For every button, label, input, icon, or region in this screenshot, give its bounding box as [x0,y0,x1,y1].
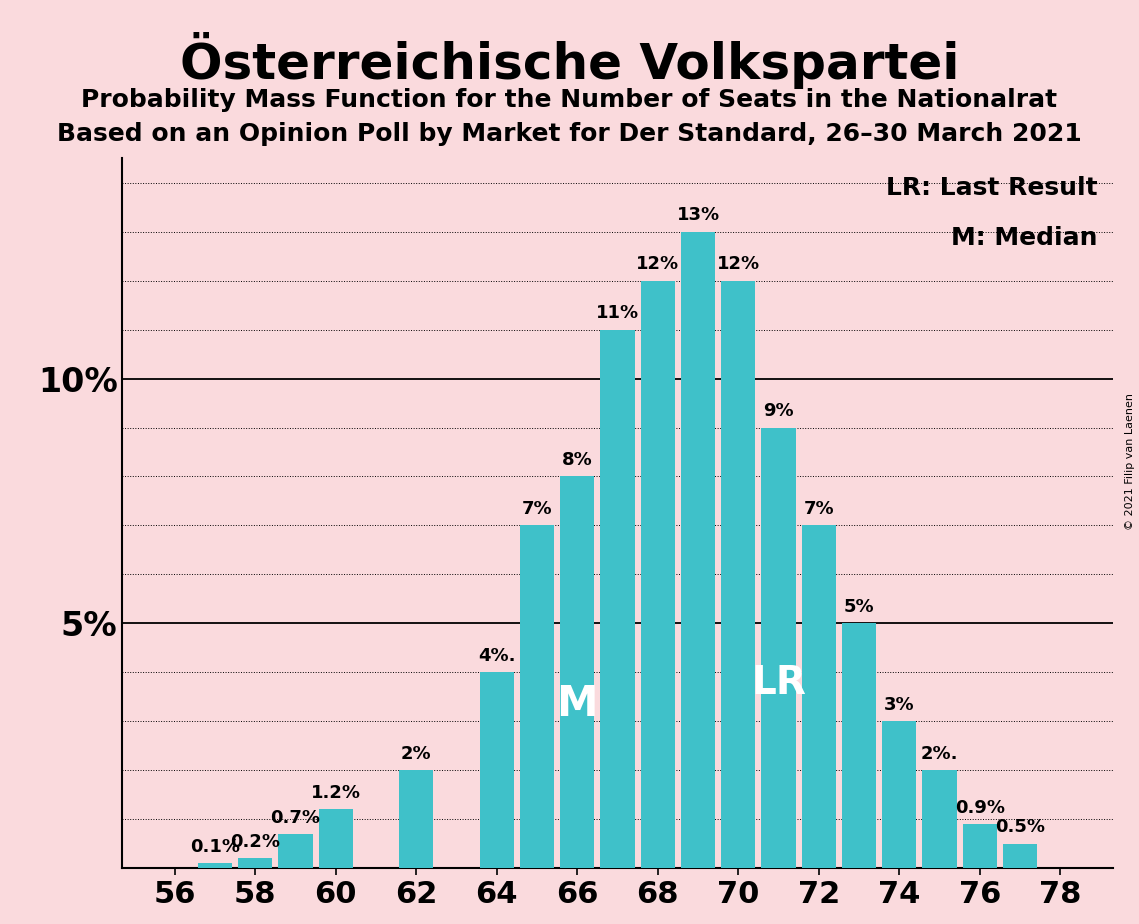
Text: 7%: 7% [803,500,834,518]
Bar [278,834,312,869]
Text: 12%: 12% [716,255,760,274]
Text: 13%: 13% [677,206,720,225]
Bar [399,771,433,869]
Text: 5%: 5% [844,598,875,616]
Text: Probability Mass Function for the Number of Seats in the Nationalrat: Probability Mass Function for the Number… [81,88,1058,112]
Bar [519,526,554,869]
Text: 7%: 7% [522,500,552,518]
Text: 0.9%: 0.9% [954,798,1005,817]
Text: M: Median: M: Median [951,225,1098,249]
Text: 1.2%: 1.2% [311,784,361,802]
Bar [721,281,755,869]
Bar [681,232,715,869]
Text: 0.5%: 0.5% [995,819,1044,836]
Bar [640,281,675,869]
Text: 0.2%: 0.2% [230,833,280,851]
Text: 12%: 12% [637,255,679,274]
Text: 2%: 2% [401,745,432,763]
Bar [802,526,836,869]
Text: LR: LR [751,664,806,702]
Text: 8%: 8% [562,451,592,469]
Bar [962,824,997,869]
Text: LR: Last Result: LR: Last Result [886,176,1098,200]
Bar [198,863,232,869]
Bar [761,428,796,869]
Bar [842,624,876,869]
Text: 2%.: 2%. [920,745,958,763]
Text: © 2021 Filip van Laenen: © 2021 Filip van Laenen [1125,394,1134,530]
Text: 9%: 9% [763,402,794,420]
Text: 3%: 3% [884,696,915,714]
Text: 11%: 11% [596,304,639,322]
Bar [480,673,514,869]
Text: 0.1%: 0.1% [190,838,240,856]
Bar [883,722,917,869]
Text: M: M [557,683,598,724]
Text: 4%.: 4%. [478,647,516,665]
Bar [923,771,957,869]
Bar [238,858,272,869]
Bar [600,330,634,869]
Text: Österreichische Volkspartei: Österreichische Volkspartei [180,32,959,90]
Bar [319,809,353,869]
Bar [1003,844,1038,869]
Text: Based on an Opinion Poll by Market for Der Standard, 26–30 March 2021: Based on an Opinion Poll by Market for D… [57,122,1082,146]
Bar [560,477,595,869]
Text: 0.7%: 0.7% [270,808,320,827]
